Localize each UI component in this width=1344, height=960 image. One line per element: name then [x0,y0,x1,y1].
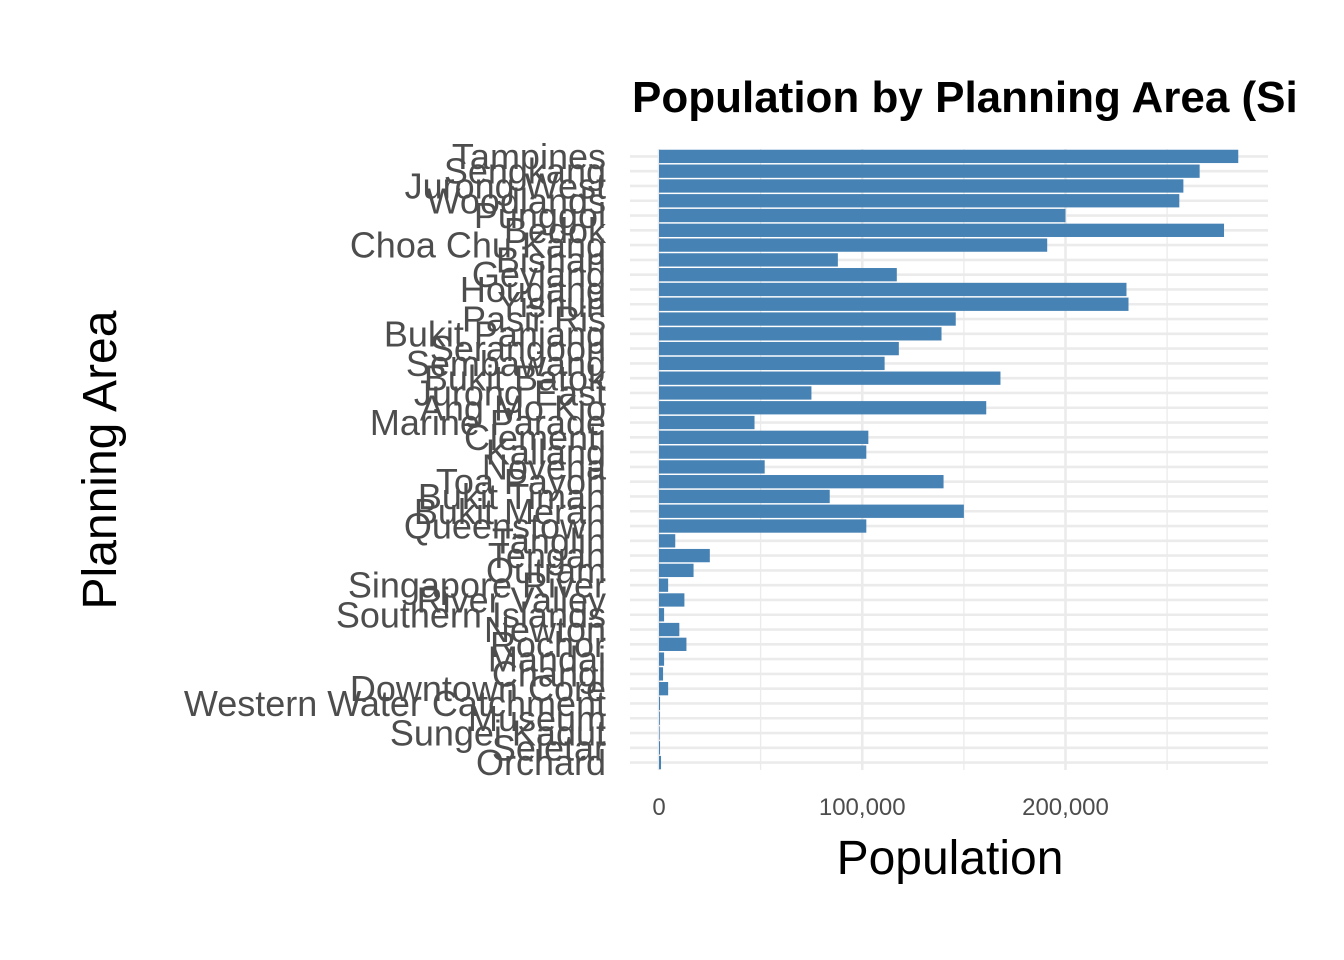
bar [659,430,869,444]
bar [659,386,812,400]
bar [659,608,665,622]
y-tick-label: Bedok [504,210,607,251]
y-tick-label: Western Water Catchment [184,683,606,724]
bar [659,667,664,681]
y-tick-label: Punggol [474,195,606,236]
y-tick-label: Ang Mo Kio [420,387,606,428]
y-tick-label: Novena [482,446,607,487]
y-tick-label: Orchard [476,742,606,783]
y-tick-label: Museum [468,698,606,739]
bar [659,460,765,474]
bar [659,504,964,518]
y-tick-label: River Valley [417,579,606,620]
y-tick-label: Pasir Ris [462,299,606,340]
bar [659,341,899,356]
bar [659,652,665,666]
bar [659,548,710,563]
y-tick-label: Rochor [490,624,606,665]
bar [659,563,694,578]
bars [659,149,1239,770]
bar [659,223,1225,237]
y-tick-label: Jurong West [405,165,606,206]
bar [659,475,944,489]
bar [659,164,1200,178]
y-tick-label: Downtown Core [350,668,606,709]
y-tick-label: Geylang [472,254,606,295]
x-axis-title: Population [837,832,1064,885]
y-tick-label: Choa Chu Kang [350,225,606,266]
y-tick-label: Bishan [496,239,606,280]
bar [659,519,867,533]
y-tick-label: Clementi [464,417,606,458]
bar [659,741,661,755]
bar [659,253,838,267]
bar [659,711,660,725]
y-tick-label: Kallang [486,432,606,473]
y-tick-label: Southern Islands [336,594,606,635]
y-tick-label: Bukit Timah [418,476,606,517]
bar [659,268,897,282]
y-tick-label: Queenstown [404,506,606,547]
x-tick-label: 200,000 [1022,794,1109,821]
bar [659,179,1184,193]
bar [659,445,867,459]
y-tick-label: Tampines [452,136,606,177]
y-tick-label: Yishun [497,284,606,325]
bar [659,489,830,504]
y-tick-label: Sengkang [444,151,606,192]
y-tick-label: Tengah [488,535,606,576]
bar [659,682,669,696]
x-axis-labels: 0 100,000 200,000 [652,794,1109,821]
bar [659,371,1001,385]
y-tick-label: Toa Payoh [436,461,606,502]
y-tick-label: Sembawang [406,343,606,384]
bar [659,327,942,341]
y-tick-label: Newton [484,609,606,650]
y-tick-label: Bukit Merah [414,491,606,532]
bar [659,282,1127,297]
bar [659,356,885,371]
y-tick-label: Bukit Batok [424,358,607,399]
y-tick-label: Seletar [492,727,606,768]
y-axis-title: Planning Area [74,310,127,609]
y-tick-label: Jurong East [414,372,606,413]
bar [659,297,1129,311]
bar [659,637,687,651]
bar [659,401,987,415]
y-tick-label: Singapore River [348,565,606,606]
bar [659,208,1066,223]
bar [659,622,680,637]
bar [659,578,669,592]
bar [659,726,660,740]
chart-title: Population by Planning Area (Si [632,73,1298,122]
y-tick-label: Mandai [488,639,606,680]
bar [659,149,1239,164]
bar [659,755,662,770]
bar [659,534,676,548]
x-tick-label: 100,000 [819,794,906,821]
bar [659,415,755,430]
x-tick-label: 0 [652,794,665,821]
y-tick-label: Hougang [460,269,606,310]
y-tick-label: Woodlands [427,180,606,221]
y-tick-label: Changi [492,653,606,694]
y-tick-label: Serangoon [430,328,606,369]
bar [659,312,956,326]
bar [659,238,1048,252]
bar [659,696,661,711]
y-tick-label: Outram [486,550,606,591]
bar [659,194,1180,208]
y-tick-label: Tanglin [492,520,606,561]
y-tick-label: Bukit Panjang [384,313,606,354]
y-tick-label: Sungei Kadut [390,713,606,754]
bar [659,593,685,607]
y-tick-label: Marine Parade [370,402,606,443]
